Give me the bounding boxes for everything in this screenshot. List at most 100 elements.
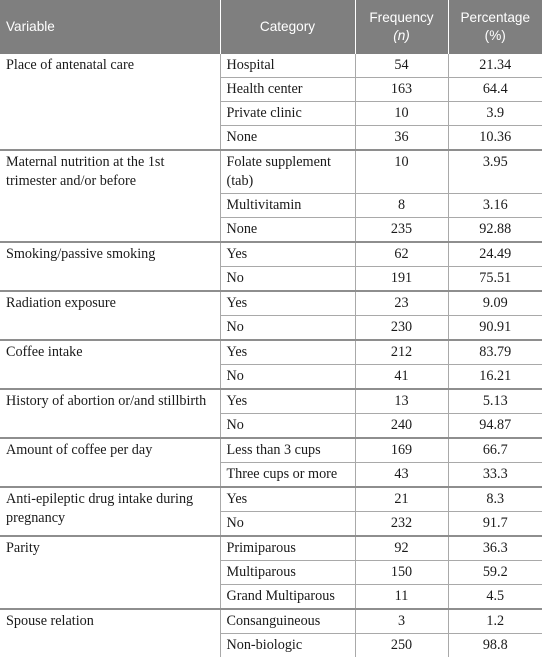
category-cell: Grand Multiparous [220, 585, 355, 610]
category-cell: Multiparous [220, 561, 355, 585]
header-row: Variable Category Frequency (n) Percenta… [0, 0, 542, 54]
percentage-cell: 4.5 [448, 585, 542, 610]
frequency-cell: 163 [355, 78, 448, 102]
header-category: Category [220, 0, 355, 54]
category-cell: Less than 3 cups [220, 438, 355, 463]
frequency-cell: 43 [355, 463, 448, 488]
frequency-cell: 23 [355, 291, 448, 316]
category-cell: No [220, 414, 355, 439]
frequency-cell: 62 [355, 242, 448, 267]
frequency-cell: 54 [355, 54, 448, 78]
percentage-cell: 75.51 [448, 267, 542, 292]
table-row: Anti-epileptic drug intake during pregna… [0, 487, 542, 512]
category-cell: Folate supplement (tab) [220, 150, 355, 194]
category-cell: Hospital [220, 54, 355, 78]
category-cell: Health center [220, 78, 355, 102]
percentage-cell: 64.4 [448, 78, 542, 102]
header-percentage: Percentage (%) [448, 0, 542, 54]
category-cell: None [220, 126, 355, 151]
header-variable: Variable [0, 0, 220, 54]
variable-cell: History of abortion or/and stillbirth [0, 389, 220, 438]
frequency-cell: 21 [355, 487, 448, 512]
frequency-cell: 13 [355, 389, 448, 414]
header-frequency: Frequency (n) [355, 0, 448, 54]
category-cell: No [220, 512, 355, 537]
variable-cell: Smoking/passive smoking [0, 242, 220, 291]
category-cell: Yes [220, 242, 355, 267]
percentage-cell: 16.21 [448, 365, 542, 390]
percentage-cell: 8.3 [448, 487, 542, 512]
percentage-cell: 3.16 [448, 194, 542, 218]
category-cell: No [220, 267, 355, 292]
header-frequency-label: Frequency [369, 10, 433, 25]
percentage-cell: 3.9 [448, 102, 542, 126]
percentage-cell: 10.36 [448, 126, 542, 151]
variable-cell: Parity [0, 536, 220, 609]
category-cell: None [220, 218, 355, 243]
percentage-cell: 66.7 [448, 438, 542, 463]
category-cell: Yes [220, 487, 355, 512]
category-cell: Yes [220, 389, 355, 414]
percentage-cell: 59.2 [448, 561, 542, 585]
frequency-cell: 92 [355, 536, 448, 561]
category-cell: Three cups or more [220, 463, 355, 488]
frequency-cell: 10 [355, 102, 448, 126]
percentage-cell: 5.13 [448, 389, 542, 414]
variable-cell: Amount of coffee per day [0, 438, 220, 487]
percentage-cell: 36.3 [448, 536, 542, 561]
category-cell: Yes [220, 340, 355, 365]
frequency-cell: 212 [355, 340, 448, 365]
percentage-cell: 3.95 [448, 150, 542, 194]
percentage-cell: 1.2 [448, 609, 542, 634]
variable-cell: Spouse relation [0, 609, 220, 657]
header-percentage-label: Percentage [460, 10, 530, 25]
frequency-cell: 169 [355, 438, 448, 463]
frequency-cell: 36 [355, 126, 448, 151]
frequency-cell: 191 [355, 267, 448, 292]
frequency-cell: 235 [355, 218, 448, 243]
percentage-cell: 9.09 [448, 291, 542, 316]
percentage-cell: 83.79 [448, 340, 542, 365]
frequency-cell: 232 [355, 512, 448, 537]
frequency-cell: 11 [355, 585, 448, 610]
category-cell: No [220, 365, 355, 390]
percentage-cell: 90.91 [448, 316, 542, 341]
category-cell: Multivitamin [220, 194, 355, 218]
variable-cell: Anti-epileptic drug intake during pregna… [0, 487, 220, 536]
percentage-cell: 24.49 [448, 242, 542, 267]
percentage-cell: 94.87 [448, 414, 542, 439]
variable-cell: Maternal nutrition at the 1st trimester … [0, 150, 220, 242]
percentage-cell: 33.3 [448, 463, 542, 488]
variable-cell: Coffee intake [0, 340, 220, 389]
variable-cell: Radiation exposure [0, 291, 220, 340]
frequency-cell: 150 [355, 561, 448, 585]
percentage-cell: 91.7 [448, 512, 542, 537]
percentage-cell: 98.8 [448, 634, 542, 657]
frequency-cell: 41 [355, 365, 448, 390]
category-cell: Consanguineous [220, 609, 355, 634]
variable-cell: Place of antenatal care [0, 54, 220, 150]
table-row: Maternal nutrition at the 1st trimester … [0, 150, 542, 194]
frequency-cell: 250 [355, 634, 448, 657]
category-cell: Yes [220, 291, 355, 316]
category-cell: Primiparous [220, 536, 355, 561]
category-cell: No [220, 316, 355, 341]
category-cell: Non-biologic [220, 634, 355, 657]
category-cell: Private clinic [220, 102, 355, 126]
header-frequency-unit: (n) [393, 28, 410, 43]
frequency-cell: 230 [355, 316, 448, 341]
header-percentage-unit: (%) [485, 28, 506, 43]
frequency-cell: 3 [355, 609, 448, 634]
percentage-cell: 21.34 [448, 54, 542, 78]
percentage-cell: 92.88 [448, 218, 542, 243]
